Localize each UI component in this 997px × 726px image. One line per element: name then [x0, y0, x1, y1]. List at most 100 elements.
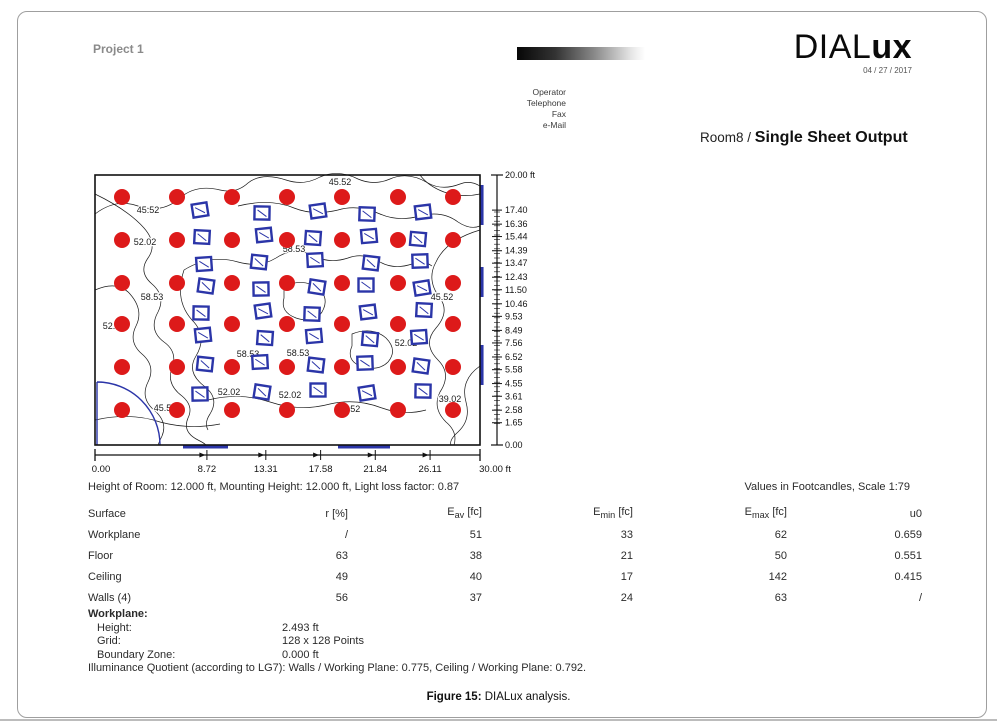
grayscale-gradient-bar	[517, 47, 645, 60]
luminaire-symbol	[253, 205, 271, 221]
luminaire-symbol	[250, 353, 270, 371]
output-name: Single Sheet Output	[754, 129, 908, 146]
luminaire-dot	[334, 275, 350, 291]
y-axis-tick-label: 9.53	[505, 311, 523, 321]
surface-results-table: Surface r [%] Eav [fc] Emin [fc] Emax [f…	[88, 503, 922, 608]
door-swing-arc	[96, 381, 161, 446]
col-header-u0: u0	[909, 507, 922, 520]
isolux-contour	[450, 365, 481, 446]
y-axis-tick-label: 0.00	[505, 440, 523, 450]
isolux-contour	[419, 174, 481, 196]
luminaire-dot	[169, 316, 185, 332]
y-axis-tick-label: 5.58	[505, 365, 523, 375]
y-axis-tick-label: 3.61	[505, 391, 523, 401]
luminaire-dot	[390, 189, 406, 205]
cell-emin: 21	[620, 549, 633, 562]
luminaire-symbol	[252, 383, 272, 401]
workplane-title: Workplane:	[88, 608, 148, 620]
x-axis-tick-label: 17.58	[309, 464, 333, 475]
x-axis: 0.00 8.72 13.31 17.58 21.84 26.11 30.00 ft	[92, 449, 511, 475]
luminaire-symbol	[358, 303, 378, 321]
luminaire-symbol-mark	[197, 332, 209, 339]
luminaire-symbol-mark	[258, 232, 270, 239]
luminaire-symbol	[303, 229, 323, 247]
luminaire-symbol-mark	[257, 209, 267, 217]
luminaire-dot	[445, 402, 461, 418]
figure-caption-text: DIALux analysis.	[481, 691, 571, 703]
contact-email-label: e-Mail	[542, 120, 566, 130]
report-date: 04 / 27 / 2017	[863, 66, 912, 75]
luminaire-symbol-mark	[366, 259, 376, 268]
contact-fax-label: Fax	[551, 109, 566, 119]
luminaire-symbol	[303, 306, 321, 322]
luminaire-symbol-mark	[416, 362, 426, 371]
isolux-contour	[180, 269, 215, 431]
luminaire-symbol-mark	[414, 333, 424, 341]
isolux-contour	[183, 251, 433, 271]
cell-eav: 38	[469, 549, 482, 562]
luminaire-dot	[334, 316, 350, 332]
col-header-reflectance: r [%]	[325, 507, 348, 520]
workplane-grid-label: Grid:	[97, 635, 121, 647]
floor-plan: 45.52 45.52 52.02 58.53 58.53 45.52 52.02 52.02…	[92, 170, 536, 475]
contour-value-label: 52.02	[134, 237, 157, 247]
luminaire-symbol	[253, 302, 273, 320]
luminaire-symbol-mark	[415, 257, 425, 265]
luminaire-symbol	[307, 278, 327, 296]
cell-r: 49	[335, 570, 348, 583]
x-axis-tick-arrow	[199, 452, 206, 458]
luminaire-symbol	[358, 206, 376, 222]
luminaire-dot	[114, 232, 130, 248]
y-axis-tick-label: 8.49	[505, 325, 523, 335]
luminaire-symbol-mark	[196, 309, 206, 317]
cell-surface: Floor	[88, 549, 114, 562]
page-bottom-edge	[0, 719, 997, 721]
x-axis-tick-label: 26.11	[419, 464, 442, 475]
isolux-contour	[94, 285, 165, 446]
isolux-contour	[94, 193, 207, 446]
x-axis-tick-arrow	[367, 452, 374, 458]
workplane-row: Height: 2.493 ft	[88, 622, 364, 636]
luminaire-symbol-mark	[418, 387, 428, 395]
luminaire-symbols-blue	[190, 201, 434, 402]
luminaire-dot	[169, 359, 185, 375]
cell-emin: 33	[620, 528, 633, 541]
cell-surface: Workplane	[88, 528, 141, 541]
x-axis-tick-arrow	[313, 452, 320, 458]
room-name: Room8 /	[700, 130, 755, 145]
luminaire-symbol-mark	[361, 390, 373, 397]
luminaire-symbol	[194, 255, 214, 273]
logo-dial-part: DIAL	[793, 28, 872, 66]
luminaire-dot	[114, 402, 130, 418]
cell-r: 63	[335, 549, 348, 562]
col-header-emin: Emin [fc]	[593, 506, 633, 521]
contour-value-label: 45.52	[137, 205, 160, 215]
luminaire-dot	[224, 275, 240, 291]
contour-label-layer: 45.52 45.52 52.02 58.53 58.53 45.52 52.02 52.02…	[101, 176, 462, 416]
x-axis-tick-arrow	[258, 452, 265, 458]
col-header-emax: Emax [fc]	[744, 506, 787, 521]
y-axis-tick-label: 7.56	[505, 338, 523, 348]
luminaire-symbol-mark	[311, 361, 321, 370]
x-axis-tick-label: 21.84	[363, 464, 387, 475]
luminaire-symbol-mark	[308, 332, 320, 340]
luminaire-symbol-mark	[201, 282, 211, 291]
luminaire-symbol	[190, 201, 210, 219]
y-axis-tick-label: 16.36	[505, 219, 528, 229]
x-axis-tick-label: 30.00 ft	[479, 464, 511, 475]
x-axis-tick-arrow	[422, 452, 429, 458]
luminaire-symbol	[356, 355, 374, 371]
luminaire-dot	[224, 189, 240, 205]
luminaire-symbol	[412, 279, 432, 297]
values-scale-note: Values in Footcandles, Scale 1:79	[744, 481, 910, 493]
luminaire-symbol-mark	[199, 260, 209, 268]
col-header-eav: Eav [fc]	[447, 506, 482, 521]
contour-value-label: 45.52	[431, 292, 454, 302]
luminaire-symbol	[359, 227, 379, 245]
luminaire-symbol-mark	[308, 234, 318, 243]
luminaire-dot	[390, 402, 406, 418]
contour-value-label: 39.02	[439, 394, 462, 404]
workplane-height-value: 2.493 ft	[282, 621, 319, 634]
page-title: Room8 / Single Sheet Output	[700, 129, 990, 147]
table-row: Workplane / 51 33 62 0.659	[88, 524, 922, 545]
